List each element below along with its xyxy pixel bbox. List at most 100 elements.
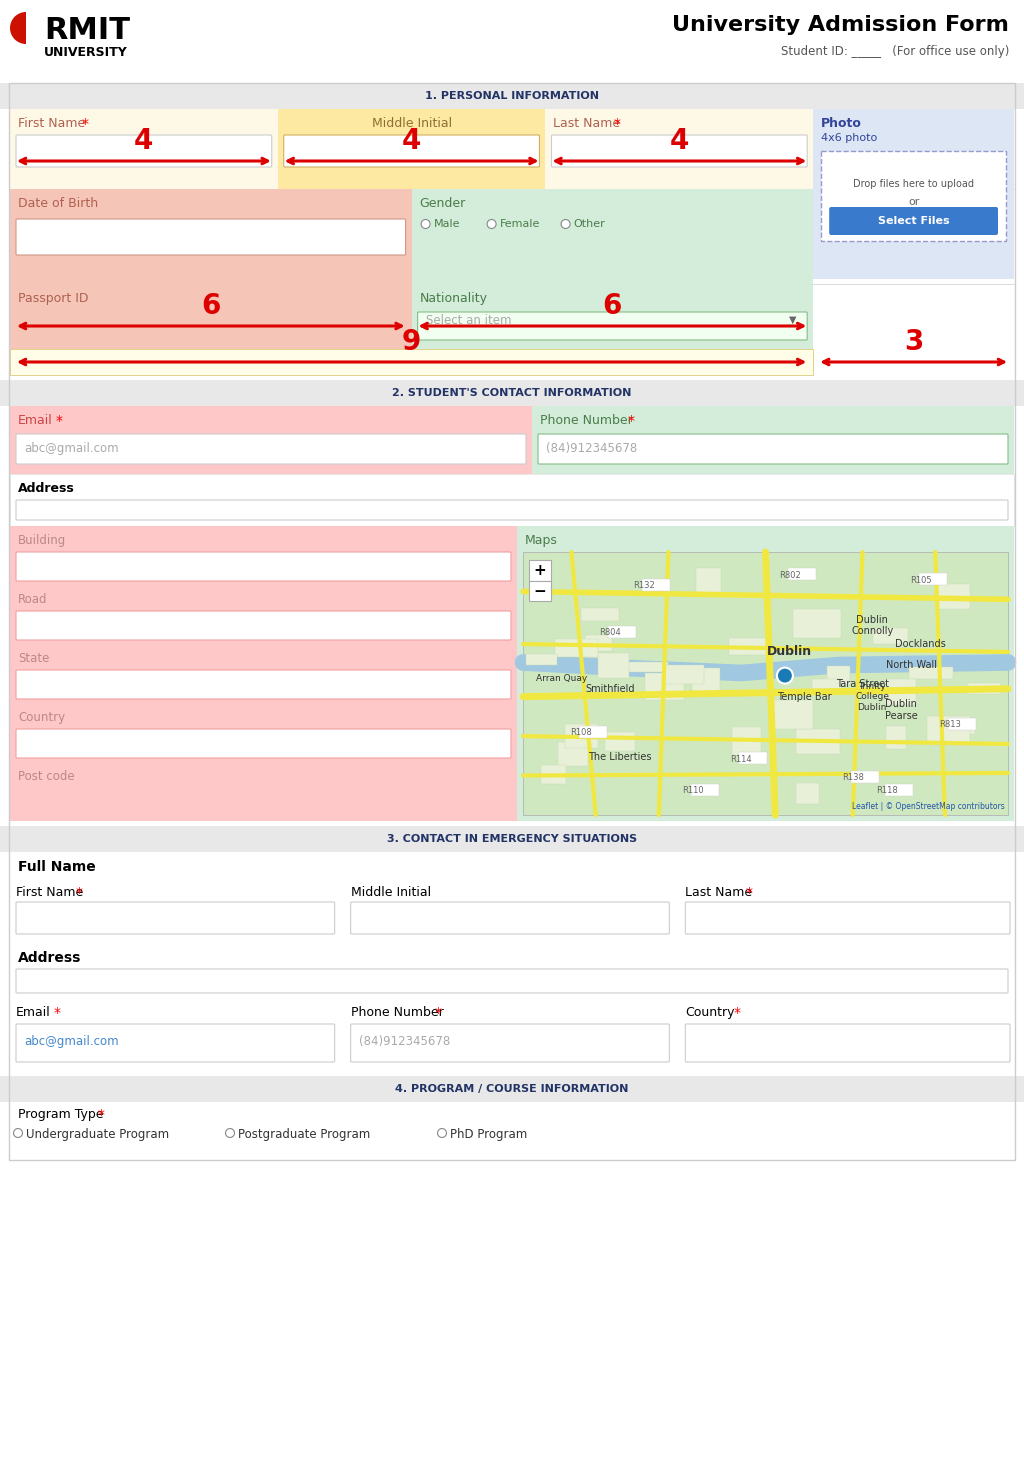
Text: abc@gmail.com: abc@gmail.com <box>24 442 119 454</box>
Bar <box>10 350 813 375</box>
Bar <box>26 12 44 46</box>
Text: *: * <box>82 118 89 131</box>
Bar <box>582 608 620 620</box>
Text: Postgraduate Program: Postgraduate Program <box>238 1128 371 1141</box>
Text: Dublin: Dublin <box>767 645 812 658</box>
Bar <box>692 668 720 695</box>
Text: −: − <box>534 583 547 598</box>
Bar <box>10 284 412 350</box>
Bar <box>948 718 976 730</box>
Bar <box>957 718 975 734</box>
Bar <box>885 783 912 796</box>
Text: Male: Male <box>433 219 460 229</box>
Bar <box>412 284 813 350</box>
Text: R105: R105 <box>910 576 932 585</box>
Text: UNIVERSITY: UNIVERSITY <box>44 46 128 59</box>
Circle shape <box>487 219 496 229</box>
Text: Maps: Maps <box>525 535 558 546</box>
Text: University Admission Form: University Admission Form <box>672 15 1009 35</box>
FancyBboxPatch shape <box>418 311 807 339</box>
Text: 2. STUDENT'S CONTACT INFORMATION: 2. STUDENT'S CONTACT INFORMATION <box>392 388 632 398</box>
Text: Email: Email <box>16 1006 51 1019</box>
Text: RMIT: RMIT <box>44 16 130 46</box>
Text: Student ID: _____   (For office use only): Student ID: _____ (For office use only) <box>780 46 1009 57</box>
Bar <box>10 405 532 474</box>
Bar <box>787 569 816 580</box>
Text: R802: R802 <box>779 570 801 580</box>
Bar <box>10 526 517 821</box>
Bar <box>10 945 1014 1000</box>
Text: +: + <box>534 563 547 577</box>
FancyBboxPatch shape <box>16 219 406 256</box>
Bar <box>812 679 841 689</box>
Bar <box>937 585 970 610</box>
FancyBboxPatch shape <box>284 135 540 167</box>
Text: 4: 4 <box>134 126 154 156</box>
Text: *: * <box>54 1006 61 1019</box>
FancyBboxPatch shape <box>16 433 526 464</box>
Bar <box>664 664 705 685</box>
Text: Arran Quay: Arran Quay <box>537 674 588 683</box>
Bar <box>0 380 1024 405</box>
Text: PhD Program: PhD Program <box>450 1128 527 1141</box>
Bar <box>542 765 566 784</box>
Text: (84)912345678: (84)912345678 <box>546 442 637 454</box>
Text: Post code: Post code <box>18 770 75 783</box>
Text: *: * <box>56 414 63 427</box>
Bar <box>739 752 767 764</box>
Text: R138: R138 <box>842 773 863 782</box>
Circle shape <box>421 219 430 229</box>
Text: Passport ID: Passport ID <box>18 292 88 306</box>
Text: Address: Address <box>18 950 81 965</box>
Bar <box>598 652 629 679</box>
FancyBboxPatch shape <box>16 552 511 582</box>
Text: abc@gmail.com: abc@gmail.com <box>24 1034 119 1047</box>
Circle shape <box>13 1128 23 1137</box>
Bar <box>10 1102 1014 1161</box>
Bar <box>529 560 551 582</box>
FancyBboxPatch shape <box>552 135 807 167</box>
Text: *: * <box>98 1108 105 1122</box>
Bar <box>968 683 1000 695</box>
FancyBboxPatch shape <box>16 499 1008 520</box>
Text: Temple Bar: Temple Bar <box>777 692 831 702</box>
Bar <box>691 783 719 796</box>
FancyBboxPatch shape <box>16 670 511 699</box>
Text: 4: 4 <box>401 126 421 156</box>
Bar <box>831 209 996 234</box>
Bar <box>523 552 1008 815</box>
Text: Docklands: Docklands <box>895 639 946 649</box>
Text: Last Name: Last Name <box>553 118 621 129</box>
Bar <box>851 771 879 783</box>
Text: R132: R132 <box>634 582 655 591</box>
FancyBboxPatch shape <box>350 902 670 934</box>
Text: *: * <box>76 886 83 900</box>
Bar <box>769 699 813 729</box>
Bar <box>886 679 916 705</box>
Text: *: * <box>745 886 753 900</box>
FancyBboxPatch shape <box>16 729 511 758</box>
Text: State: State <box>18 652 49 665</box>
Bar <box>909 667 953 679</box>
Text: 4: 4 <box>670 126 689 156</box>
Circle shape <box>10 12 42 44</box>
Text: Middle Initial: Middle Initial <box>372 118 452 129</box>
Text: 1. PERSONAL INFORMATION: 1. PERSONAL INFORMATION <box>425 91 599 101</box>
Bar <box>827 665 850 686</box>
Text: 4. PROGRAM / COURSE INFORMATION: 4. PROGRAM / COURSE INFORMATION <box>395 1084 629 1094</box>
Text: Country: Country <box>685 1006 735 1019</box>
Bar <box>813 109 1014 279</box>
Bar <box>9 84 1015 1161</box>
Text: R114: R114 <box>730 755 752 764</box>
Bar <box>10 190 412 284</box>
Text: First Name: First Name <box>18 118 85 129</box>
Bar <box>642 579 671 591</box>
Text: Middle Initial: Middle Initial <box>350 886 431 899</box>
Text: Building: Building <box>18 535 67 546</box>
Text: Dublin
Pearse: Dublin Pearse <box>885 699 918 721</box>
FancyBboxPatch shape <box>685 902 1010 934</box>
Text: *: * <box>628 414 635 427</box>
FancyBboxPatch shape <box>16 611 511 640</box>
Text: Date of Birth: Date of Birth <box>18 197 98 210</box>
Bar <box>645 673 684 699</box>
